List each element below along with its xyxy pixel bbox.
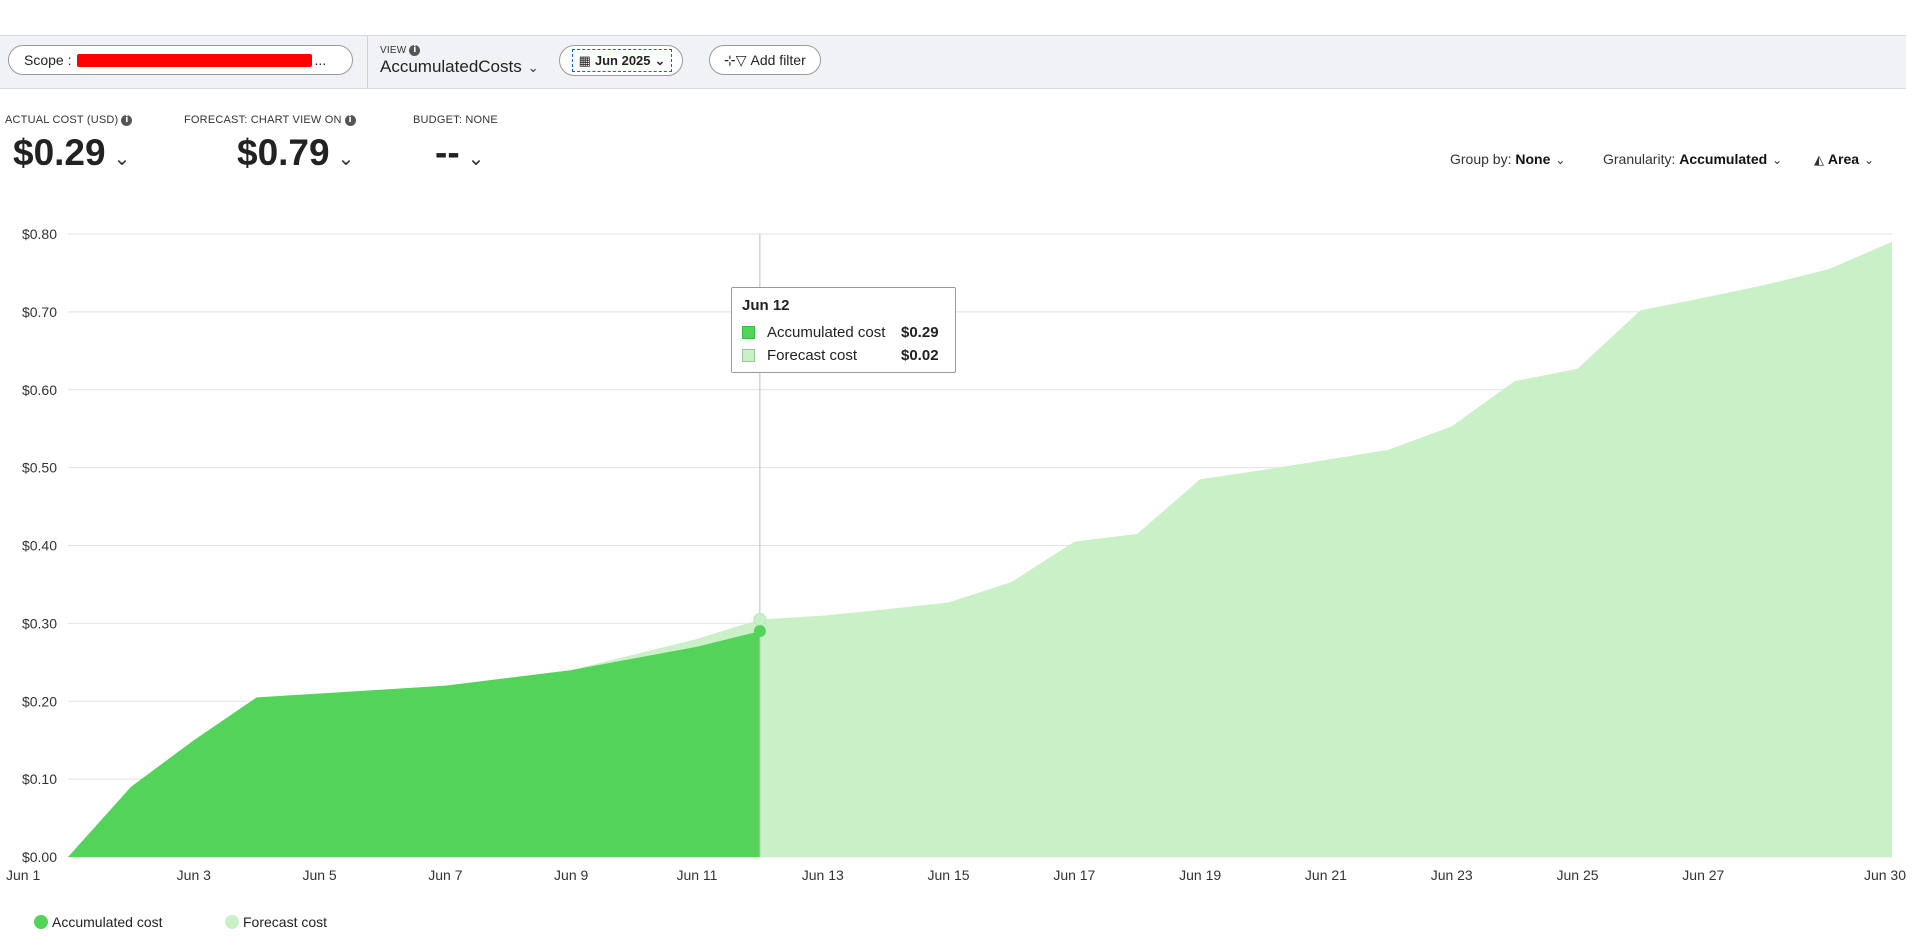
chart-type-selector[interactable]: ◭ Area ⌄: [1814, 151, 1874, 168]
x-tick-label: Jun 27: [1682, 867, 1724, 883]
add-filter-icon: ⊹▽: [724, 51, 747, 68]
x-tick-label: Jun 5: [302, 867, 336, 883]
chevron-down-icon: ⌄: [1772, 153, 1783, 167]
x-tick-label: Jun 15: [928, 867, 970, 883]
tooltip-series-name: Accumulated cost: [767, 324, 886, 341]
accumulated-area: [68, 631, 760, 857]
tooltip-date: Jun 12: [742, 297, 790, 314]
scope-selector[interactable]: Scope : ...: [8, 45, 353, 75]
x-tick-label: Jun 19: [1179, 867, 1221, 883]
granularity-label: Granularity:: [1603, 151, 1676, 167]
actual-cost-value: $0.29: [13, 132, 106, 173]
forecast-swatch: [742, 349, 755, 362]
y-tick-label: $0.20: [22, 693, 57, 709]
date-range-selector[interactable]: ▦ Jun 2025 ⌄: [559, 45, 683, 76]
y-tick-label: $0.60: [22, 382, 57, 398]
chevron-down-icon: ⌄: [527, 60, 539, 76]
info-icon[interactable]: i: [344, 114, 356, 126]
forecast-area: [571, 241, 1893, 858]
x-tick-label: Jun 13: [802, 867, 844, 883]
x-axis: Jun 1 Jun 3 Jun 5 Jun 7 Jun 9 Jun 11 Jun 13 Jun…: [6, 867, 1906, 883]
accumulated-hover-point: [753, 625, 766, 638]
view-label: VIEW: [380, 45, 407, 57]
actual-cost-label: ACTUAL COST (USD): [5, 114, 119, 126]
legend-label: Accumulated cost: [52, 914, 163, 930]
x-tick-label: Jun 7: [428, 867, 462, 883]
x-tick-label: Jun 30: [1864, 867, 1906, 883]
group-by-label: Group by:: [1450, 151, 1512, 167]
add-filter-label: Add filter: [750, 52, 806, 68]
add-filter-button[interactable]: ⊹▽ Add filter: [709, 45, 821, 75]
tooltip-series-value: $0.02: [901, 347, 939, 364]
x-tick-label: Jun 9: [554, 867, 588, 883]
x-tick-label: Jun 11: [676, 867, 717, 883]
chart-areas: [68, 241, 1893, 858]
budget-value: --: [435, 132, 460, 173]
forecast-label: FORECAST: CHART VIEW ON: [184, 114, 342, 126]
chevron-down-icon: ⌄: [654, 52, 666, 68]
accumulated-legend-dot: [34, 915, 48, 929]
forecast-hover-point: [753, 612, 767, 626]
y-axis: $0.00 $0.10 $0.20 $0.30 $0.40 $0.50 $0.60 $0.70…: [22, 226, 57, 865]
group-by-value: None: [1515, 151, 1551, 167]
y-tick-label: $0.50: [22, 460, 57, 476]
x-tick-label: Jun 1: [6, 867, 40, 883]
view-value: AccumulatedCosts: [380, 57, 522, 77]
x-tick-label: Jun 3: [177, 867, 211, 883]
scope-redacted-value: [77, 53, 313, 67]
legend-label: Forecast cost: [243, 914, 328, 930]
chevron-down-icon[interactable]: ⌄: [113, 148, 131, 170]
date-range-value: Jun 2025: [594, 53, 651, 68]
budget-kpi: BUDGET: NONE -- ⌄: [413, 114, 498, 174]
budget-label: BUDGET: NONE: [413, 114, 498, 126]
tooltip-series-name: Forecast cost: [767, 347, 858, 364]
tooltip-row: Accumulated cost $0.29: [742, 321, 945, 344]
info-icon[interactable]: i: [121, 114, 133, 126]
legend-item-accumulated[interactable]: Accumulated cost: [34, 914, 163, 930]
view-selector[interactable]: VIEW i AccumulatedCosts ⌄: [380, 45, 539, 77]
forecast-legend-dot: [225, 915, 239, 929]
scope-ellipsis: ...: [314, 52, 327, 68]
tooltip-series-value: $0.29: [901, 324, 939, 341]
chart-tooltip: Jun 12 Accumulated cost $0.29 Forecast c…: [731, 287, 956, 373]
x-tick-label: Jun 21: [1305, 867, 1347, 883]
accumulated-swatch: [742, 326, 755, 339]
y-tick-label: $0.40: [22, 538, 57, 554]
area-chart-icon: ◭: [1814, 152, 1824, 167]
legend-item-forecast[interactable]: Forecast cost: [225, 914, 327, 930]
actual-cost-kpi: ACTUAL COST (USD) i $0.29 ⌄: [5, 114, 133, 174]
x-tick-label: Jun 23: [1431, 867, 1473, 883]
chevron-down-icon[interactable]: ⌄: [337, 148, 355, 170]
toolbar: Scope : ... VIEW i AccumulatedCosts ⌄ ▦ Ju…: [0, 35, 1906, 89]
forecast-kpi: FORECAST: CHART VIEW ON i $0.79 ⌄: [184, 114, 356, 174]
y-tick-label: $0.30: [22, 615, 57, 631]
granularity-value: Accumulated: [1679, 151, 1768, 167]
granularity-selector[interactable]: Granularity: Accumulated ⌄: [1603, 151, 1782, 167]
chart-type-value: Area: [1827, 151, 1860, 167]
chevron-down-icon: ⌄: [1864, 153, 1875, 167]
toolbar-divider: [367, 36, 368, 88]
y-tick-label: $0.80: [22, 226, 57, 242]
chevron-down-icon: ⌄: [1555, 153, 1566, 167]
chevron-down-icon[interactable]: ⌄: [467, 148, 485, 170]
x-tick-label: Jun 17: [1053, 867, 1095, 883]
y-tick-label: $0.00: [22, 849, 57, 865]
y-tick-label: $0.70: [22, 304, 57, 320]
scope-label: Scope :: [24, 52, 72, 68]
forecast-value: $0.79: [237, 132, 330, 173]
group-by-selector[interactable]: Group by: None ⌄: [1450, 151, 1565, 167]
calendar-icon: ▦: [578, 52, 591, 68]
info-icon[interactable]: i: [409, 45, 421, 56]
x-tick-label: Jun 25: [1556, 867, 1598, 883]
y-tick-label: $0.10: [22, 771, 57, 787]
tooltip-row: Forecast cost $0.02: [742, 344, 945, 367]
